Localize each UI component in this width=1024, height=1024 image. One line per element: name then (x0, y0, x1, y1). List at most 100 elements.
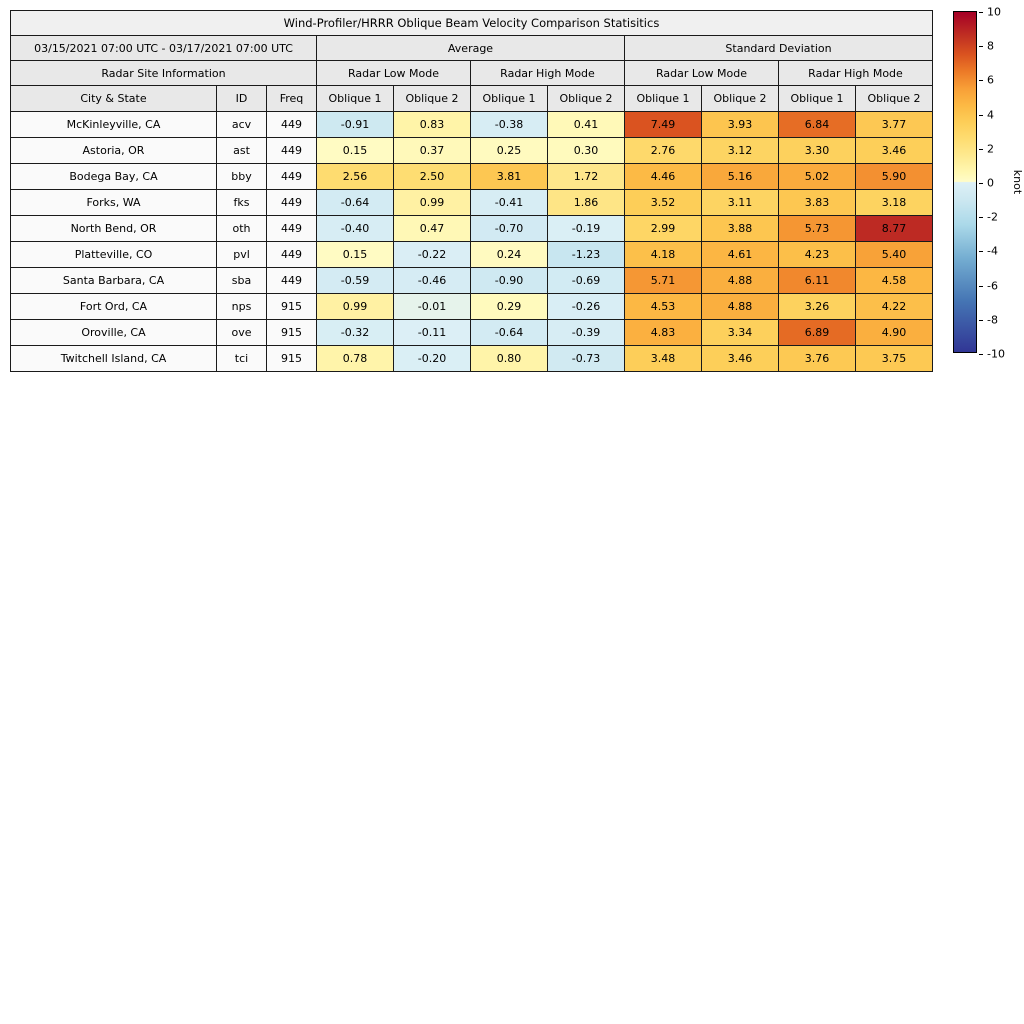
value-cell: 1.72 (547, 163, 625, 190)
value-cell: -0.69 (547, 267, 625, 294)
value-cell: -0.59 (316, 267, 394, 294)
value-cell: 3.52 (624, 189, 702, 216)
value-cell: -0.01 (393, 293, 471, 320)
value-cell: -0.19 (547, 215, 625, 242)
colorbar-tick-mark (979, 148, 983, 150)
colorbar-tick-label: -6 (987, 279, 998, 293)
value-cell: 3.11 (701, 189, 779, 216)
value-cell: 0.47 (393, 215, 471, 242)
value-cell: 4.22 (855, 293, 933, 320)
freq-cell: 449 (266, 267, 317, 294)
id-cell: tci (216, 345, 267, 372)
colorbar-tick-mark (979, 217, 983, 219)
value-cell: 4.58 (855, 267, 933, 294)
colorbar-tick-label: 2 (987, 142, 994, 156)
value-cell: -0.91 (316, 111, 394, 138)
value-cell: 3.83 (778, 189, 856, 216)
table-row: North Bend, OR oth 449 -0.40 0.47 -0.70 -0.19 2… (10, 215, 933, 242)
city-cell: Santa Barbara, CA (10, 267, 217, 294)
table-row: Santa Barbara, CA sba 449 -0.59 -0.46 -0.90 -0… (10, 267, 933, 294)
freq-cell: 915 (266, 345, 317, 372)
value-cell: 4.90 (855, 319, 933, 346)
table-row: Forks, WA fks 449 -0.64 0.99 -0.41 1.86 3.52 3.1… (10, 189, 933, 216)
city-cell: Platteville, CO (10, 241, 217, 268)
colorbar-tick-mark (979, 46, 983, 48)
id-cell: pvl (216, 241, 267, 268)
mode-header-avg-high: Radar High Mode (470, 60, 625, 86)
value-cell: 0.25 (470, 137, 548, 164)
colorbar-tick-mark (979, 285, 983, 287)
city-cell: Oroville, CA (10, 319, 217, 346)
value-cell: 8.77 (855, 215, 933, 242)
mode-header-std-high: Radar High Mode (778, 60, 933, 86)
value-cell: 2.50 (393, 163, 471, 190)
date-range: 03/15/2021 07:00 UTC - 03/17/2021 07:00 … (10, 35, 317, 61)
value-cell: -0.20 (393, 345, 471, 372)
value-cell: 6.84 (778, 111, 856, 138)
table-row: Platteville, CO pvl 449 0.15 -0.22 0.24 -1.23 4… (10, 241, 933, 268)
value-cell: 6.11 (778, 267, 856, 294)
column-header: Oblique 2 (855, 85, 933, 112)
column-header: Oblique 1 (316, 85, 394, 112)
colorbar-label: knot (1011, 169, 1024, 195)
value-cell: 0.37 (393, 137, 471, 164)
table-row: Bodega Bay, CA bby 449 2.56 2.50 3.81 1.72 4.46… (10, 163, 933, 190)
freq-cell: 915 (266, 293, 317, 320)
column-header: Freq (266, 85, 317, 112)
colorbar-tick-mark (979, 183, 983, 184)
column-header: Oblique 2 (393, 85, 471, 112)
group-header-stddev: Standard Deviation (624, 35, 933, 61)
value-cell: 3.30 (778, 137, 856, 164)
value-cell: 3.12 (701, 137, 779, 164)
id-cell: acv (216, 111, 267, 138)
value-cell: 4.18 (624, 241, 702, 268)
value-cell: 5.16 (701, 163, 779, 190)
colorbar-tick-label: 10 (987, 5, 1001, 19)
value-cell: -0.32 (316, 319, 394, 346)
id-cell: ove (216, 319, 267, 346)
freq-cell: 915 (266, 319, 317, 346)
city-cell: Forks, WA (10, 189, 217, 216)
colorbar-tick-mark (979, 114, 983, 116)
value-cell: 0.30 (547, 137, 625, 164)
column-header: Oblique 2 (701, 85, 779, 112)
column-header: City & State (10, 85, 217, 112)
value-cell: 4.83 (624, 319, 702, 346)
id-cell: nps (216, 293, 267, 320)
table-row: Oroville, CA ove 915 -0.32 -0.11 -0.64 -0.39 4.… (10, 319, 933, 346)
freq-cell: 449 (266, 137, 317, 164)
value-cell: 3.88 (701, 215, 779, 242)
value-cell: 0.99 (316, 293, 394, 320)
city-cell: McKinleyville, CA (10, 111, 217, 138)
id-cell: sba (216, 267, 267, 294)
city-cell: North Bend, OR (10, 215, 217, 242)
group-header-average: Average (316, 35, 625, 61)
value-cell: -0.46 (393, 267, 471, 294)
colorbar-tick-mark (979, 251, 983, 253)
column-header: Oblique 1 (624, 85, 702, 112)
table-row: McKinleyville, CA acv 449 -0.91 0.83 -0.38 0.4… (10, 111, 933, 138)
value-cell: 0.24 (470, 241, 548, 268)
value-cell: -0.73 (547, 345, 625, 372)
mode-header-row: Radar Site Information Radar Low Mode Ra… (10, 60, 933, 86)
site-info-header: Radar Site Information (10, 60, 317, 86)
colorbar-tick-mark (979, 319, 983, 321)
value-cell: 5.90 (855, 163, 933, 190)
freq-cell: 449 (266, 163, 317, 190)
colorbar-tick-mark (979, 12, 983, 13)
city-cell: Twitchell Island, CA (10, 345, 217, 372)
value-cell: 4.88 (701, 267, 779, 294)
value-cell: 5.73 (778, 215, 856, 242)
value-cell: 0.78 (316, 345, 394, 372)
value-cell: 0.83 (393, 111, 471, 138)
value-cell: 5.02 (778, 163, 856, 190)
value-cell: 3.26 (778, 293, 856, 320)
column-header-row: City & State ID Freq Oblique 1 Oblique 2 Obli… (10, 85, 933, 112)
value-cell: 2.99 (624, 215, 702, 242)
stats-table: Wind-Profiler/HRRR Oblique Beam Velocity… (10, 10, 933, 372)
colorbar-tick-label: 4 (987, 108, 994, 122)
group-header-row: 03/15/2021 07:00 UTC - 03/17/2021 07:00 … (10, 35, 933, 61)
value-cell: -0.26 (547, 293, 625, 320)
colorbar-tick-label: -10 (987, 347, 1005, 361)
freq-cell: 449 (266, 111, 317, 138)
